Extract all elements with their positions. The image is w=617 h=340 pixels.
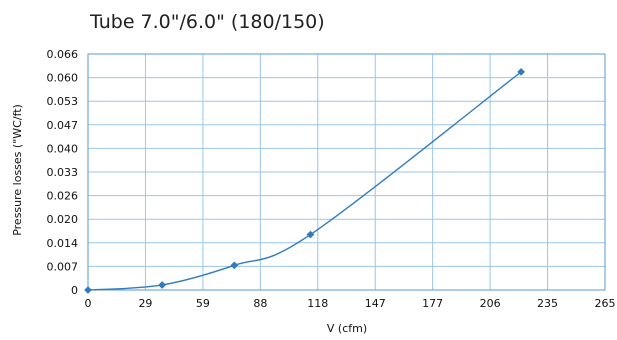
x-axis: 0 29 59 88 118 147 177 206 235 265 [85,297,616,310]
data-series [84,67,526,294]
y-tick-label: 0.066 [47,48,79,61]
x-tick-label: 88 [253,297,267,310]
data-point [158,281,167,289]
plot-frame [87,53,606,291]
y-tick-label: 0.033 [47,166,79,179]
chart-title: Tube 7.0"/6.0" (180/150) [89,11,325,33]
y-tick-label: 0.047 [47,119,79,132]
x-tick-label: 235 [537,297,558,310]
plot-border [87,53,606,291]
data-point [306,230,315,239]
x-tick-label: 177 [422,297,443,310]
data-point [517,67,526,76]
y-tick-label: 0.014 [47,237,79,250]
y-tick-label: 0.007 [47,260,79,273]
y-tick-label: 0.053 [47,95,79,108]
y-tick-label: 0.060 [47,72,79,85]
x-tick-label: 0 [85,297,92,310]
data-point [230,261,239,270]
y-tick-label: 0 [71,284,78,297]
x-axis-label: V (cfm) [327,322,367,335]
x-tick-label: 265 [595,297,616,310]
data-point [84,286,92,294]
x-tick-label: 29 [138,297,152,310]
y-axis-label: Pressure losses ("WC/ft) [11,104,24,236]
y-tick-label: 0.040 [47,142,79,155]
y-tick-label: 0.026 [47,190,79,203]
x-tick-label: 206 [480,297,501,310]
series-line [87,71,522,291]
x-tick-label: 59 [196,297,210,310]
x-tick-label: 118 [307,297,328,310]
y-tick-label: 0.020 [47,213,79,226]
y-axis: 0 0.007 0.014 0.020 0.026 0.033 0.040 0.047 0.05… [47,48,79,297]
x-tick-label: 147 [365,297,386,310]
